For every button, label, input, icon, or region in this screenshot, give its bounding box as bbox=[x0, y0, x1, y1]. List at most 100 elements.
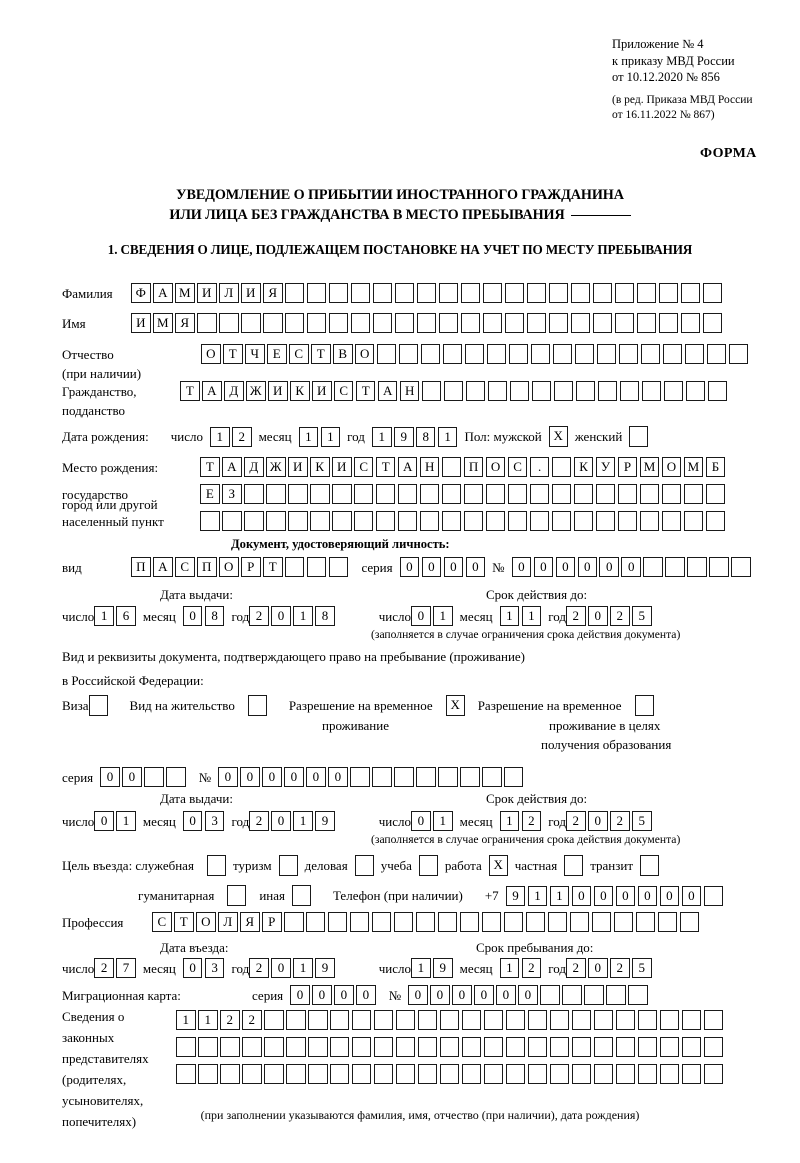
char-cell[interactable] bbox=[373, 1064, 394, 1084]
char-cell[interactable] bbox=[575, 381, 596, 401]
char-cell[interactable] bbox=[262, 313, 283, 333]
char-cell[interactable]: Ж bbox=[265, 457, 286, 477]
char-cell[interactable] bbox=[530, 344, 551, 364]
char-cell[interactable]: 0 bbox=[615, 885, 636, 906]
char-cell[interactable]: З bbox=[221, 484, 242, 504]
char-cell[interactable] bbox=[285, 1010, 306, 1030]
char-cell[interactable] bbox=[350, 283, 371, 303]
char-cell[interactable]: 0 bbox=[571, 885, 592, 906]
char-cell[interactable] bbox=[263, 1037, 284, 1057]
char-cell[interactable] bbox=[437, 767, 458, 787]
purpose-humanitarian-checkbox[interactable] bbox=[227, 885, 247, 906]
char-cell[interactable]: 2 bbox=[249, 606, 269, 626]
char-cell[interactable] bbox=[595, 484, 616, 504]
char-cell[interactable]: И bbox=[311, 381, 332, 401]
char-cell[interactable]: 2 bbox=[609, 606, 630, 626]
char-cell[interactable]: О bbox=[201, 344, 221, 364]
char-cell[interactable] bbox=[351, 1037, 372, 1057]
char-cell[interactable]: 0 bbox=[430, 985, 450, 1005]
char-cell[interactable]: И bbox=[196, 283, 217, 303]
char-cell[interactable]: 1 bbox=[499, 958, 520, 978]
char-cell[interactable] bbox=[243, 484, 264, 504]
char-cell[interactable] bbox=[617, 511, 638, 531]
char-cell[interactable] bbox=[241, 1064, 262, 1084]
char-cell[interactable]: П bbox=[463, 457, 484, 477]
char-cell[interactable] bbox=[439, 1064, 460, 1084]
char-cell[interactable] bbox=[573, 511, 594, 531]
char-cell[interactable] bbox=[241, 1037, 262, 1057]
char-cell[interactable] bbox=[549, 1064, 570, 1084]
char-cell[interactable]: 0 bbox=[94, 811, 114, 831]
char-cell[interactable]: С bbox=[288, 344, 309, 364]
char-cell[interactable] bbox=[417, 1064, 438, 1084]
char-cell[interactable] bbox=[443, 381, 464, 401]
char-cell[interactable] bbox=[636, 313, 657, 333]
char-cell[interactable] bbox=[166, 767, 186, 787]
char-cell[interactable] bbox=[306, 313, 327, 333]
char-cell[interactable] bbox=[331, 511, 352, 531]
char-cell[interactable]: Е bbox=[266, 344, 287, 364]
char-cell[interactable]: И bbox=[267, 381, 288, 401]
char-cell[interactable]: 1 bbox=[94, 606, 114, 626]
char-cell[interactable] bbox=[709, 557, 729, 577]
char-cell[interactable]: 1 bbox=[320, 426, 341, 447]
char-cell[interactable]: 0 bbox=[465, 557, 486, 577]
char-cell[interactable]: 0 bbox=[496, 985, 516, 1005]
char-cell[interactable] bbox=[219, 1064, 240, 1084]
char-cell[interactable] bbox=[460, 313, 481, 333]
purpose-private-checkbox[interactable] bbox=[564, 855, 584, 876]
char-cell[interactable]: П bbox=[131, 557, 151, 577]
char-cell[interactable] bbox=[529, 484, 550, 504]
char-cell[interactable] bbox=[372, 283, 393, 303]
char-cell[interactable] bbox=[328, 557, 349, 577]
char-cell[interactable] bbox=[504, 313, 525, 333]
char-cell[interactable] bbox=[483, 1064, 504, 1084]
char-cell[interactable] bbox=[680, 313, 701, 333]
char-cell[interactable] bbox=[508, 344, 529, 364]
char-cell[interactable] bbox=[570, 313, 591, 333]
char-cell[interactable]: Л bbox=[217, 912, 238, 932]
char-cell[interactable]: 8 bbox=[204, 606, 225, 626]
char-cell[interactable] bbox=[614, 283, 635, 303]
char-cell[interactable] bbox=[240, 313, 261, 333]
char-cell[interactable]: 2 bbox=[249, 958, 269, 978]
char-cell[interactable] bbox=[416, 313, 437, 333]
char-cell[interactable]: Б bbox=[705, 457, 726, 477]
char-cell[interactable]: 0 bbox=[182, 606, 203, 626]
char-cell[interactable]: 1 bbox=[499, 606, 520, 626]
char-cell[interactable]: О bbox=[218, 557, 239, 577]
char-cell[interactable]: Т bbox=[310, 344, 331, 364]
char-cell[interactable] bbox=[373, 1037, 394, 1057]
char-cell[interactable]: 0 bbox=[100, 767, 120, 787]
char-cell[interactable] bbox=[573, 484, 594, 504]
char-cell[interactable]: 1 bbox=[293, 958, 313, 978]
char-cell[interactable]: К bbox=[289, 381, 310, 401]
char-cell[interactable] bbox=[605, 985, 626, 1005]
char-cell[interactable]: Т bbox=[222, 344, 243, 364]
char-cell[interactable] bbox=[485, 511, 506, 531]
char-cell[interactable] bbox=[703, 1064, 724, 1084]
char-cell[interactable] bbox=[643, 557, 664, 577]
char-cell[interactable]: 1 bbox=[437, 426, 458, 447]
char-cell[interactable] bbox=[375, 484, 396, 504]
char-cell[interactable] bbox=[703, 1037, 724, 1057]
char-cell[interactable] bbox=[731, 557, 751, 577]
char-cell[interactable]: Р bbox=[240, 557, 261, 577]
char-cell[interactable] bbox=[328, 313, 349, 333]
char-cell[interactable] bbox=[307, 1064, 328, 1084]
char-cell[interactable]: 0 bbox=[621, 557, 642, 577]
char-cell[interactable] bbox=[636, 283, 657, 303]
char-cell[interactable] bbox=[527, 1037, 548, 1057]
char-cell[interactable] bbox=[503, 912, 524, 932]
char-cell[interactable]: 2 bbox=[231, 426, 252, 447]
char-cell[interactable] bbox=[549, 1037, 570, 1057]
char-cell[interactable]: 0 bbox=[240, 767, 260, 787]
